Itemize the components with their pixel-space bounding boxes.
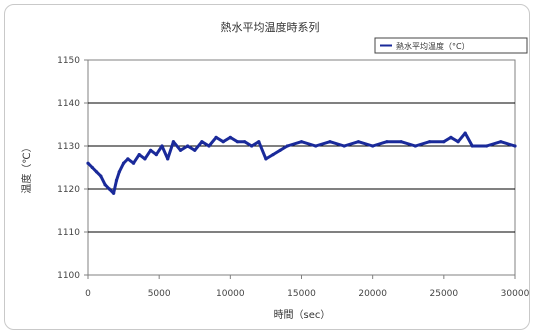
series-layer [86, 131, 517, 195]
data-point [371, 144, 375, 148]
data-point [228, 135, 232, 139]
data-point [126, 157, 130, 161]
chart-title: 熱水平均温度時系列 [221, 20, 320, 34]
data-point [154, 153, 158, 157]
data-point [449, 135, 453, 139]
data-point [114, 178, 119, 182]
data-point [428, 140, 432, 144]
data-point [470, 144, 474, 148]
gridlines [88, 102, 515, 233]
data-point [463, 131, 467, 135]
data-point [200, 140, 204, 144]
y-tick-label: 1110 [57, 228, 80, 238]
x-tick-label: 15000 [287, 289, 316, 299]
y-axis-label: 温度（℃） [20, 142, 33, 193]
x-tick-label: 20000 [358, 289, 387, 299]
data-point [285, 144, 289, 148]
data-point [257, 140, 261, 144]
data-point [328, 140, 332, 144]
x-axis-ticks: 0 5000 10000 15000 20000 25000 30000 [85, 275, 530, 299]
data-point [143, 157, 147, 161]
data-point [99, 174, 103, 178]
data-point [131, 161, 136, 165]
data-point [178, 148, 183, 152]
data-point [160, 144, 164, 148]
data-point [271, 153, 275, 157]
data-point [413, 144, 417, 148]
data-point [214, 135, 218, 139]
data-point [149, 148, 153, 152]
data-point [112, 191, 116, 195]
data-point [299, 140, 304, 144]
data-point [513, 144, 517, 148]
data-point [166, 157, 170, 161]
x-tick-label: 5000 [148, 289, 171, 299]
data-point [103, 183, 107, 187]
data-point [90, 165, 94, 170]
y-tick-label: 1140 [57, 99, 80, 109]
data-point [342, 144, 346, 148]
data-point [117, 170, 121, 174]
y-tick-label: 1100 [57, 271, 80, 281]
y-tick-label: 1130 [57, 142, 80, 152]
legend-label: 熱水平均温度（°C） [396, 41, 470, 51]
data-point [86, 161, 90, 165]
y-tick-label: 1150 [57, 56, 80, 66]
data-point [499, 140, 503, 144]
y-tick-label: 1120 [57, 185, 80, 195]
data-point [221, 140, 225, 144]
data-point [94, 170, 99, 174]
data-point [278, 148, 282, 152]
x-tick-label: 0 [85, 289, 91, 299]
data-point [193, 148, 197, 152]
data-point [442, 140, 446, 144]
data-point [484, 144, 489, 148]
x-axis-label: 時間（sec） [274, 309, 331, 321]
data-point [314, 144, 318, 148]
data-point [107, 187, 111, 191]
data-point [137, 153, 141, 157]
data-point [171, 140, 175, 144]
data-point [385, 140, 389, 144]
data-point [250, 144, 254, 148]
x-tick-label: 30000 [501, 289, 530, 299]
data-point [242, 140, 247, 144]
data-point [235, 140, 240, 144]
data-point [356, 140, 361, 144]
y-axis-ticks: 1100 1110 1120 1130 1140 1150 [57, 56, 88, 281]
x-tick-label: 25000 [430, 289, 459, 299]
legend: 熱水平均温度（°C） [374, 37, 528, 54]
plot-area [87, 59, 516, 276]
data-point [264, 157, 268, 161]
data-point [399, 140, 403, 144]
data-point [456, 140, 460, 144]
data-point [186, 144, 190, 148]
x-tick-label: 10000 [216, 289, 245, 299]
data-point [207, 144, 211, 148]
data-point [121, 161, 126, 165]
